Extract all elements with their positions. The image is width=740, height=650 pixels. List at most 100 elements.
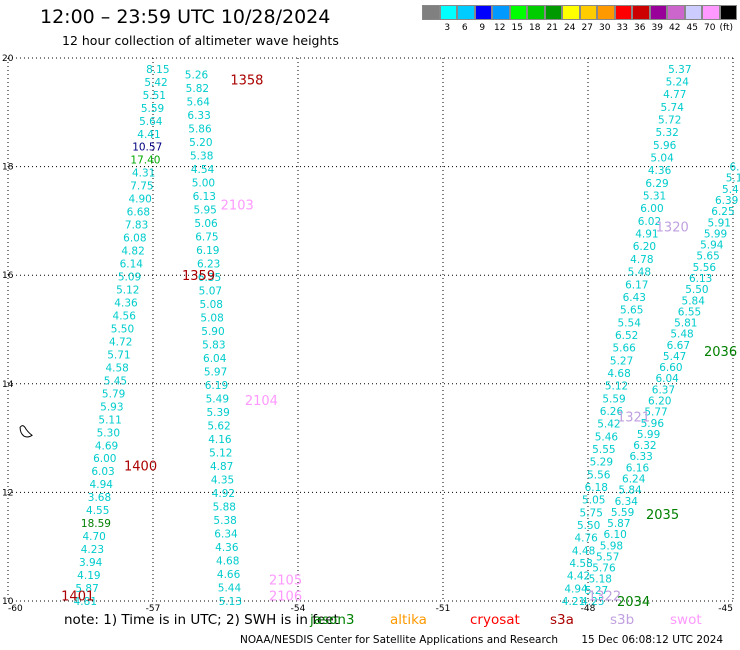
wave-height-label: 6.02: [638, 216, 661, 228]
wave-height-label: 6.00: [93, 453, 116, 465]
wave-height-label: 5.64: [139, 116, 163, 128]
wave-height-label: 5.64: [187, 96, 211, 108]
wave-height-label: 5.12: [116, 285, 139, 297]
pass-number-label: 2035: [646, 508, 679, 523]
legend-swatch: [597, 5, 615, 20]
wave-height-label: 6.33: [629, 451, 652, 463]
pass-number-label: 1400: [124, 459, 157, 474]
wave-height-label: 8.15: [146, 64, 169, 76]
wave-height-label: 5.71: [107, 349, 130, 361]
x-tick-label: -57: [146, 604, 161, 614]
legend-label: 27: [581, 23, 593, 33]
legend-label: 9: [479, 23, 486, 33]
wave-height-label: 5.51: [143, 90, 166, 102]
legend-label: 24: [564, 23, 576, 33]
wave-height-label: 5.00: [192, 177, 215, 189]
wave-height-label: 6.52: [615, 330, 638, 342]
wave-height-label: 5.81: [674, 318, 697, 330]
legend-label: 18: [529, 23, 541, 33]
wave-height-label: 3.94: [79, 557, 103, 569]
wave-height-label: 18.59: [81, 518, 111, 530]
legend-label: 3: [444, 23, 451, 33]
wave-height-label: 5.98: [600, 540, 623, 552]
y-tick-label: 10: [2, 597, 14, 607]
wave-height-label: 4.55: [86, 505, 109, 517]
wave-height-label: 5.48: [670, 329, 693, 341]
wave-height-label: 5.12: [605, 381, 628, 393]
pass-number-label: 2106: [269, 590, 302, 605]
wave-height-label: 4.41: [137, 129, 160, 141]
pass-number-label: 2034: [617, 595, 650, 610]
wave-height-label: 4.87: [210, 461, 233, 473]
wave-height-label: 6.00: [640, 203, 663, 215]
y-tick-label: 16: [2, 271, 14, 281]
wave-height-label: 6.04: [655, 373, 679, 385]
wave-height-label: 5.84: [682, 295, 706, 307]
wave-height-label: 4.58: [105, 362, 128, 374]
wave-height-label: 10.57: [132, 142, 162, 154]
wave-height-label: 5.65: [620, 305, 643, 317]
wave-height-label: 5.07: [199, 285, 222, 297]
legend-swatch: [702, 5, 720, 20]
legend-swatch: [562, 5, 580, 20]
legend-label: 30: [599, 23, 611, 33]
axis-ticks: -60 -57 -54 -51 -48 -45 20 18 16 14 12 10: [2, 54, 733, 614]
pass-number-label: 1401: [61, 590, 94, 605]
wave-height-label: 4.77: [663, 89, 686, 101]
wave-height-label: 4.48: [572, 545, 595, 557]
legend-label: 70: [704, 23, 716, 33]
pass-labels: 1358 2103 1359 2104 1400 2105 2106 1401 1320 1321…: [61, 74, 737, 610]
y-tick-label: 20: [2, 54, 14, 64]
wave-height-label: 4.68: [607, 368, 630, 380]
wave-height-label: 6.68: [127, 207, 150, 219]
wave-height-label: 5.84: [618, 485, 642, 497]
wave-height-label: 5.30: [97, 427, 120, 439]
wave-height-label: 6.43: [623, 292, 646, 304]
wave-height-label: 4.68: [216, 555, 239, 567]
wave-height-label: 5.47: [663, 351, 686, 363]
wave-height-label: 4.42: [567, 571, 590, 583]
wave-height-label: 4.72: [109, 336, 132, 348]
satellite-key-s3b: s3b: [610, 612, 635, 628]
wave-height-label: 6.04: [203, 353, 227, 365]
wave-height-label: 5.4: [722, 184, 739, 196]
wave-height-label: 4.82: [121, 246, 144, 258]
wave-height-label: 6.60: [659, 362, 682, 374]
legend-swatch: [422, 5, 440, 20]
y-tick-label: 14: [2, 380, 14, 390]
wave-height-label: 5.77: [644, 407, 667, 419]
wave-height-label: 5.50: [111, 323, 134, 335]
wave-height-label: 5.37: [668, 64, 691, 76]
pass-number-label: 1358: [230, 74, 263, 89]
wave-height-label: 6.34: [615, 496, 639, 508]
wave-height-label: 5.44: [218, 582, 242, 594]
wave-height-label: 6.16: [626, 462, 650, 474]
legend-label: 15: [511, 23, 523, 33]
wave-height-label: 4.58: [569, 558, 592, 570]
wave-height-label: 5.65: [696, 251, 719, 263]
wave-height-label: 6.39: [715, 195, 738, 207]
wave-height-label: 4.56: [113, 310, 137, 322]
pass-number-label: 1359: [182, 269, 215, 284]
legend-swatch: [649, 5, 667, 20]
wave-height-label: 5.91: [708, 217, 731, 229]
island-coastline: [19, 425, 33, 438]
wave-height-label: 6.18: [585, 482, 608, 494]
note-text: note: 1) Time is in UTC; 2) SWH is in fe…: [64, 612, 339, 628]
wave-height-label: 5.74: [661, 102, 685, 114]
wave-height-label: 5.75: [580, 507, 603, 519]
wave-height-label: 5.11: [98, 414, 121, 426]
legend-label: 36: [634, 23, 646, 33]
legend-label: 12: [494, 23, 506, 33]
wave-height-label: 5.42: [597, 419, 620, 431]
wave-height-label: 4.23: [81, 544, 104, 556]
satellite-key-altika: altika: [390, 612, 427, 628]
legend-swatch: [492, 5, 510, 20]
wave-height-map: 8.155.425.515.595.644.4110.5717.404.317.…: [2, 54, 740, 614]
wave-height-label: 5.20: [189, 137, 212, 149]
wave-height-label: 6.17: [625, 279, 648, 291]
wave-height-label: 5.1: [726, 173, 740, 185]
legend-swatch: [544, 5, 562, 20]
wave-height-label: 5.27: [610, 355, 633, 367]
wave-height-label: 4.35: [211, 474, 234, 486]
